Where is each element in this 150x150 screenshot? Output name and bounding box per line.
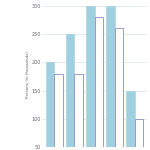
Bar (86, 6, 94, 147)
Bar (46, 62, 54, 147)
Y-axis label: Persons (in thousands): Persons (in thousands) (26, 52, 30, 98)
Bar (66, 34, 74, 147)
Bar (54, 74, 63, 147)
Bar (126, 91, 135, 147)
Bar (94, 17, 103, 147)
Bar (74, 74, 83, 147)
Bar (106, 6, 115, 147)
Bar (115, 28, 123, 147)
Bar (135, 119, 143, 147)
